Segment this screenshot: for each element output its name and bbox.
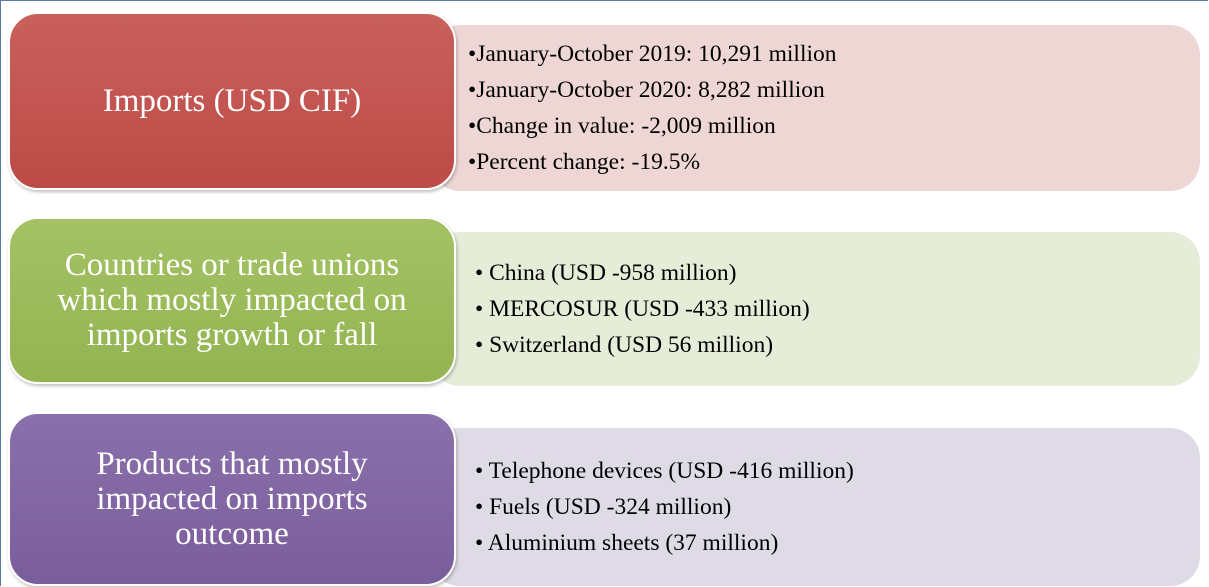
bullet-item: •Percent change: -19.5%	[468, 149, 701, 175]
category-box: Countries or trade unions which mostly i…	[8, 217, 456, 384]
bullet-item: • Fuels (USD -324 million)	[475, 494, 732, 520]
category-box: Products that mostly impacted on imports…	[8, 412, 456, 586]
category-box: Imports (USD CIF)	[8, 12, 456, 190]
bullet-item: • Telephone devices (USD -416 million)	[475, 458, 854, 484]
bullet-item: • Aluminium sheets (37 million)	[475, 530, 779, 556]
bullet-item: •Change in value: -2,009 million	[468, 113, 776, 139]
bullet-item: • MERCOSUR (USD -433 million)	[475, 296, 810, 322]
bullet-item: • Switzerland (USD 56 million)	[475, 332, 774, 358]
category-label: Products that mostly impacted on imports…	[96, 445, 368, 552]
bullet-item: •January-October 2019: 10,291 million	[468, 41, 837, 67]
category-label: Countries or trade unions which mostly i…	[57, 247, 407, 353]
detail-box: •January-October 2019: 10,291 million •Ja…	[430, 25, 1200, 191]
bullet-item: •January-October 2020: 8,282 million	[468, 77, 825, 103]
detail-box: • China (USD -958 million) • MERCOSUR (US…	[430, 232, 1200, 386]
detail-box: • Telephone devices (USD -416 million) • …	[430, 428, 1200, 586]
bullet-item: • China (USD -958 million)	[475, 260, 737, 286]
category-label: Imports (USD CIF)	[102, 82, 362, 119]
